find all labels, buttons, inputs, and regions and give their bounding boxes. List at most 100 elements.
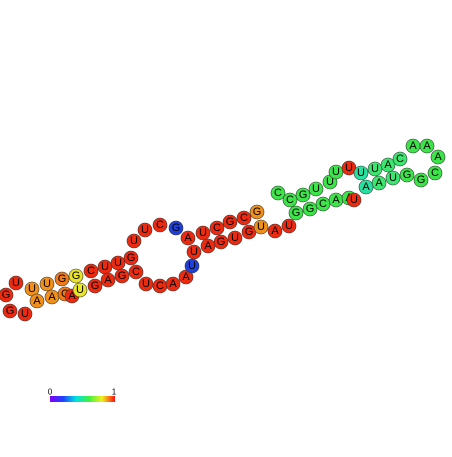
nucleotide <box>72 282 88 298</box>
nucleotide-label: G <box>306 203 315 215</box>
nucleotide-label: G <box>6 305 15 317</box>
nucleotide <box>152 217 168 233</box>
nucleotide-label: U <box>114 257 122 269</box>
nucleotide-label: A <box>48 291 56 303</box>
nucleotide <box>123 250 139 266</box>
colorbar <box>50 396 115 402</box>
colorbar-max: 1 <box>112 388 117 397</box>
nucleotide <box>281 218 297 234</box>
nucleotide-label: C <box>87 265 95 277</box>
nucleotide <box>114 268 130 284</box>
nucleotide <box>222 214 238 230</box>
nucleotide-label: U <box>188 260 196 272</box>
nucleotide-label: C <box>431 167 439 179</box>
nucleotide <box>137 222 153 238</box>
nucleotide <box>87 278 103 294</box>
nucleotide-label: A <box>423 140 431 152</box>
nucleotide-label: A <box>182 271 190 283</box>
nucleotide-label: A <box>332 194 340 206</box>
nucleotide-label: G <box>72 270 81 282</box>
nucleotide-label: C <box>274 187 282 199</box>
nucleotide <box>249 204 265 220</box>
nucleotide-label: G <box>245 226 254 238</box>
nucleotide-label: A <box>184 232 192 244</box>
nucleotide <box>253 219 269 235</box>
nucleotide-label: A <box>362 181 370 193</box>
nucleotide <box>346 192 362 208</box>
nucleotide <box>392 151 408 167</box>
nucleotide-label: U <box>389 172 397 184</box>
nucleotide-label: U <box>141 224 149 236</box>
nucleotide-label: U <box>326 176 334 188</box>
nucleotide <box>17 306 33 322</box>
nucleotide-label: G <box>292 207 301 219</box>
nucleotide-label: U <box>130 235 138 247</box>
nucleotides: UUUGGCUUGGGUAACAUGAGCUUCGUCAAUAUCGCGUAGU… <box>0 138 446 322</box>
nucleotide <box>195 225 211 241</box>
nucleotide <box>302 201 318 217</box>
nucleotide-label: G <box>2 289 11 301</box>
nucleotide-label: U <box>43 278 51 290</box>
nucleotide <box>427 165 443 181</box>
nucleotide <box>308 181 324 197</box>
nucleotide-label: G <box>91 280 100 292</box>
nucleotide <box>186 244 202 260</box>
nucleotide <box>100 272 116 288</box>
nucleotide-label: G <box>226 216 235 228</box>
nucleotide <box>267 223 283 239</box>
nucleotide <box>353 165 369 181</box>
nucleotide-label: G <box>172 222 181 234</box>
nucleotide-label: U <box>257 221 265 233</box>
nucleotide <box>380 157 396 173</box>
nucleotide <box>282 192 298 208</box>
nucleotide-label: A <box>68 290 76 302</box>
nucleotide-label: A <box>434 151 442 163</box>
nucleotide <box>126 233 142 249</box>
nucleotide-label: U <box>199 227 207 239</box>
nucleotide-label: G <box>403 169 412 181</box>
nucleotide <box>430 149 446 165</box>
nucleotide-label: C <box>156 280 164 292</box>
nucleotide-label: U <box>357 167 365 179</box>
nucleotide-label: C <box>213 222 221 234</box>
nucleotide <box>29 293 45 309</box>
nucleotide-label: A <box>204 240 212 252</box>
nucleotide-label: C <box>396 153 404 165</box>
nucleotide-label: G <box>417 174 426 186</box>
nucleotide-label: A <box>375 177 383 189</box>
nucleotide <box>358 179 374 195</box>
nucleotide-label: U <box>285 220 293 232</box>
nucleotide-label: C <box>156 219 164 231</box>
nucleotide <box>168 220 184 236</box>
nucleotide <box>213 234 229 250</box>
nucleotide <box>128 264 144 280</box>
nucleotide-label: U <box>12 277 20 289</box>
nucleotide <box>399 167 415 183</box>
nucleotide-label: G <box>127 252 136 264</box>
nucleotide <box>270 185 286 201</box>
nucleotide-label: G <box>118 270 127 282</box>
nucleotide <box>0 287 14 303</box>
nucleotide <box>165 276 181 292</box>
nucleotide-label: G <box>299 189 308 201</box>
nucleotide <box>288 205 304 221</box>
nucleotide-label: U <box>231 232 239 244</box>
nucleotide <box>227 230 243 246</box>
nucleotide-label: U <box>345 162 353 174</box>
nucleotide-label: U <box>28 283 36 295</box>
nucleotide-label: G <box>253 206 262 218</box>
nucleotide-label: U <box>101 261 109 273</box>
nucleotide-label: A <box>33 295 41 307</box>
nucleotide <box>83 263 99 279</box>
nucleotide-label: G <box>217 236 226 248</box>
nucleotide-label: C <box>286 194 294 206</box>
colorbar-min: 0 <box>48 388 53 397</box>
nucleotide <box>8 275 24 291</box>
nucleotide-label: U <box>21 308 29 320</box>
nucleotide <box>2 303 18 319</box>
nucleotide-label: U <box>312 183 320 195</box>
nucleotide <box>180 230 196 246</box>
nucleotide-label: C <box>240 212 248 224</box>
nucleotide-label: U <box>142 278 150 290</box>
